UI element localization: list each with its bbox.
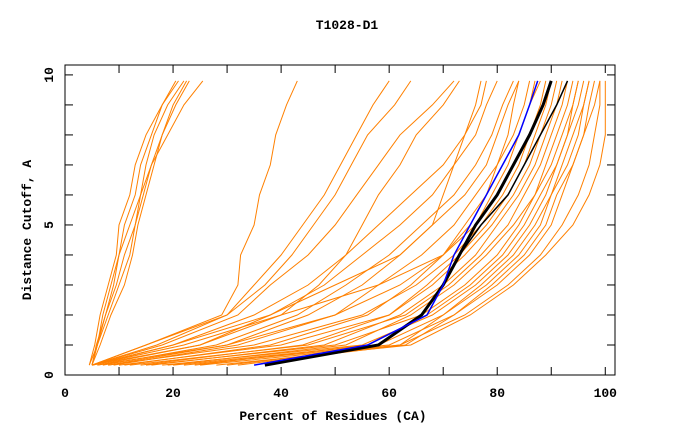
plot-frame [64, 64, 616, 376]
model-curve-20 [167, 80, 574, 366]
y-tick-label: 0 [42, 371, 57, 379]
model-curve-22 [227, 80, 590, 366]
chart-title: T1028-D1 [316, 18, 379, 33]
model-curve-34 [91, 80, 190, 366]
model-curve-4 [118, 80, 558, 366]
model-curve-5 [129, 80, 568, 366]
series-group [88, 80, 606, 367]
y-tick-label: 10 [42, 67, 57, 83]
model-curve-6 [145, 80, 579, 366]
model-curve-10 [200, 80, 601, 366]
model-curve-12 [108, 80, 520, 366]
model-curve-26 [91, 80, 482, 366]
model-curve-27 [91, 80, 390, 366]
model-curve-28 [91, 80, 412, 366]
y-tick-label: 5 [42, 221, 57, 229]
x-tick-label: 0 [61, 386, 69, 401]
model-curve-11 [216, 80, 606, 366]
model-curve-30 [88, 80, 177, 366]
model-curve-16 [113, 80, 531, 366]
model-curve-14 [91, 80, 487, 366]
x-tick-label: 100 [594, 386, 618, 401]
model-curve-18 [140, 80, 552, 366]
model-curve-25 [91, 80, 455, 366]
blue-curve [253, 80, 539, 366]
model-curve-15 [102, 80, 514, 366]
model-curve-23 [237, 80, 601, 366]
model-curve-13 [97, 80, 498, 366]
model-curve-8 [173, 80, 590, 366]
model-curve-29 [91, 80, 298, 366]
model-curve-24 [91, 80, 460, 366]
x-tick-label: 20 [165, 386, 181, 401]
model-curve-19 [151, 80, 563, 366]
x-tick-label: 60 [381, 386, 397, 401]
model-curve-33 [91, 80, 188, 366]
x-tick-label: 40 [273, 386, 289, 401]
model-curve-17 [124, 80, 536, 366]
model-curve-9 [183, 80, 595, 366]
x-axis-label: Percent of Residues (CA) [239, 409, 426, 424]
model-curve-35 [91, 80, 204, 366]
model-curve-31 [88, 80, 179, 366]
y-axis-label: Distance Cutoff, A [20, 160, 35, 301]
model-curve-7 [162, 80, 585, 366]
x-tick-label: 80 [489, 386, 505, 401]
axis-ticks: 0 20 40 60 80 100 0 5 10 [42, 65, 617, 401]
